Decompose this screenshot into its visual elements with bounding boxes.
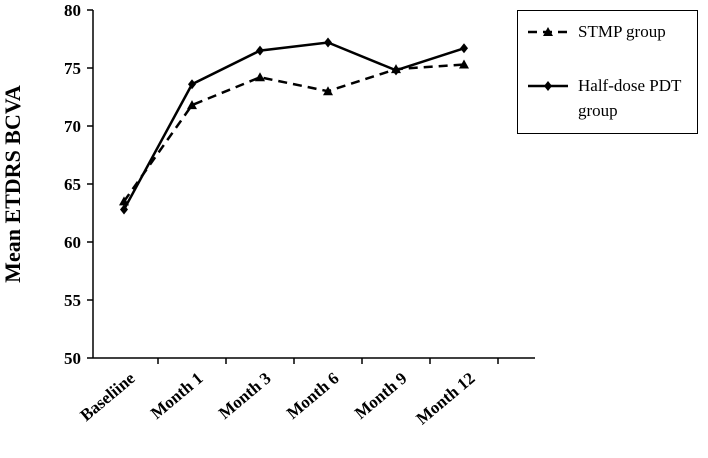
data-point [120, 204, 128, 215]
legend-marker [543, 27, 553, 36]
data-point [255, 72, 265, 82]
legend: STMP group Half-dose PDT group [517, 10, 698, 134]
data-point [392, 65, 400, 76]
data-point [188, 79, 196, 90]
data-point [324, 37, 332, 48]
y-tick-label: 70 [64, 117, 81, 136]
x-tick-label: Month 9 [351, 369, 411, 423]
x-tick-label: Month 3 [215, 369, 275, 423]
data-point [256, 45, 264, 56]
x-tick-label: Month 6 [283, 369, 343, 423]
legend-key [528, 27, 568, 36]
y-tick-label: 65 [64, 175, 81, 194]
y-axis-label: Mean ETDRS BCVA [0, 85, 25, 283]
legend-label: STMP group [578, 22, 666, 41]
y-tick-label: 60 [64, 233, 81, 252]
x-tick-label: Month 12 [412, 369, 478, 429]
legend-key [528, 81, 568, 91]
legend-label: Half-dose PDT group [578, 76, 682, 120]
series-line [122, 63, 465, 203]
y-tick-label: 80 [64, 1, 81, 20]
data-point [460, 43, 468, 54]
data-point [459, 59, 469, 69]
x-tick-label: Month 1 [147, 369, 207, 423]
y-tick-label: 75 [64, 59, 81, 78]
y-tick-label: 55 [64, 291, 81, 310]
x-tick-label: Baseliine [76, 368, 138, 425]
y-tick-label: 50 [64, 349, 81, 368]
data-point [323, 86, 333, 96]
legend-marker [544, 81, 552, 91]
series-line [122, 41, 465, 211]
data-point [187, 100, 197, 110]
